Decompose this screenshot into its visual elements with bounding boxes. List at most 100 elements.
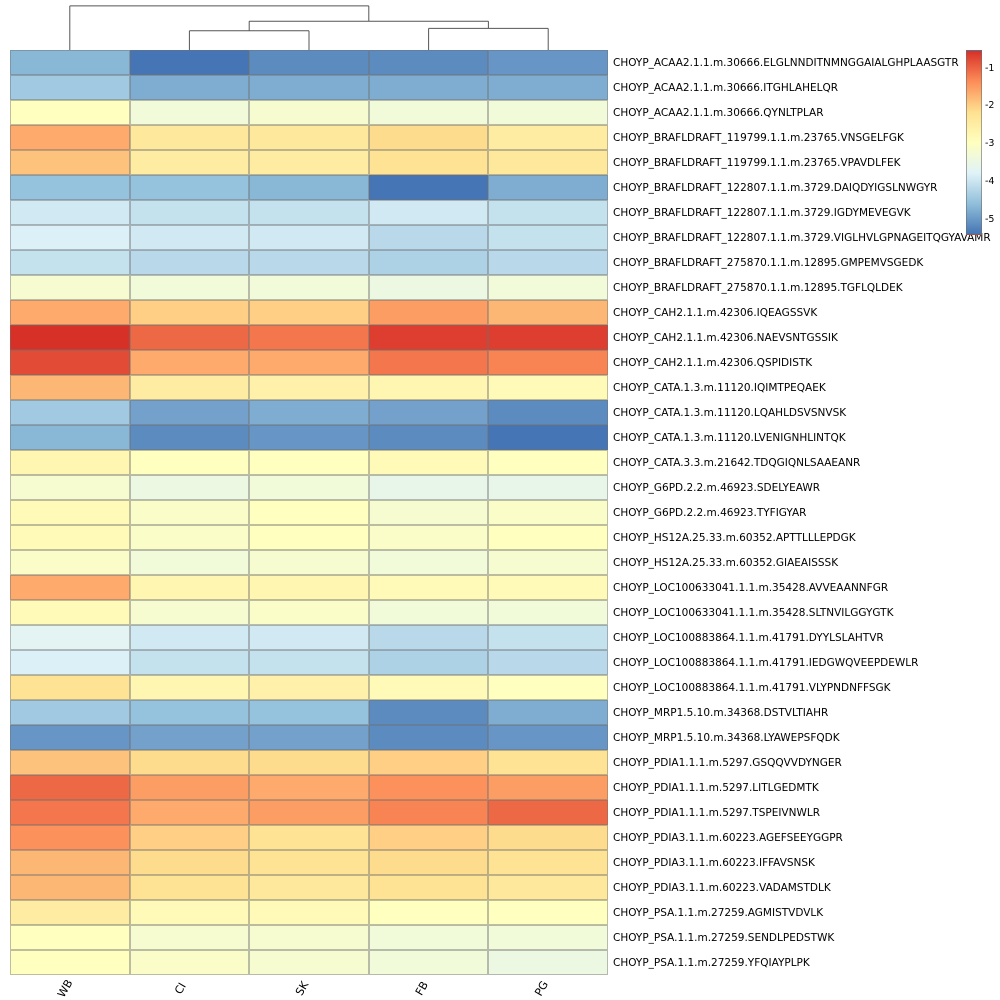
heatmap-cell	[10, 875, 130, 900]
row-label: CHOYP_G6PD.2.2.m.46923.TYFIGYAR	[613, 506, 807, 519]
heatmap-cell	[488, 850, 608, 875]
heatmap-cell	[10, 350, 130, 375]
heatmap-cell	[10, 550, 130, 575]
heatmap-cell	[488, 725, 608, 750]
heatmap-cell	[129, 50, 250, 75]
row-label: CHOYP_BRAFLDRAFT_119799.1.1.m.23765.VPAV…	[613, 156, 901, 169]
heatmap-cell	[249, 400, 369, 425]
heatmap-cell	[129, 775, 250, 800]
heatmap-cell	[368, 450, 489, 475]
heatmap-cell	[249, 675, 369, 700]
heatmap-cell	[10, 725, 130, 750]
heatmap-cell	[368, 225, 489, 250]
heatmap-cell	[368, 550, 489, 575]
heatmap-cell	[488, 600, 608, 625]
heatmap-cell	[129, 525, 250, 550]
heatmap-cell	[368, 800, 489, 825]
heatmap-cell	[249, 875, 369, 900]
heatmap-cell	[10, 700, 130, 725]
heatmap-cell	[368, 575, 489, 600]
heatmap-cell	[10, 500, 130, 525]
heatmap-cell	[249, 350, 369, 375]
heatmap-cell	[129, 200, 250, 225]
heatmap-cell	[10, 75, 130, 100]
heatmap-cell	[129, 900, 250, 925]
heatmap-cell	[129, 575, 250, 600]
heatmap-grid	[10, 50, 608, 975]
heatmap-cell	[368, 825, 489, 850]
row-labels: CHOYP_ACAA2.1.1.m.30666.ELGLNNDITNMNGGAI…	[613, 50, 999, 975]
heatmap-cell	[488, 925, 608, 950]
heatmap-cell	[249, 125, 369, 150]
heatmap-cell	[488, 675, 608, 700]
heatmap-cell	[249, 250, 369, 275]
heatmap-cell	[368, 250, 489, 275]
row-label: CHOYP_BRAFLDRAFT_119799.1.1.m.23765.VNSG…	[613, 131, 904, 144]
heatmap-cell	[129, 375, 250, 400]
heatmap-cell	[368, 875, 489, 900]
heatmap-cell	[10, 475, 130, 500]
heatmap-cell	[249, 475, 369, 500]
row-label: CHOYP_MRP1.5.10.m.34368.DSTVLTIAHR	[613, 706, 829, 719]
heatmap-cell	[368, 150, 489, 175]
heatmap-cell	[488, 75, 608, 100]
heatmap-cell	[129, 600, 250, 625]
heatmap-cell	[249, 650, 369, 675]
heatmap-cell	[249, 925, 369, 950]
row-label: CHOYP_LOC100883864.1.1.m.41791.IEDGWQVEE…	[613, 656, 919, 669]
heatmap-cell	[488, 225, 608, 250]
heatmap-cell	[368, 50, 489, 75]
heatmap-cell	[129, 625, 250, 650]
heatmap-cell	[10, 775, 130, 800]
heatmap-cell	[249, 75, 369, 100]
row-label: CHOYP_PDIA1.1.1.m.5297.GSQQVVDYNGER	[613, 756, 842, 769]
heatmap-cell	[249, 275, 369, 300]
heatmap-cell	[10, 450, 130, 475]
heatmap-cell	[129, 325, 250, 350]
heatmap-cell	[249, 950, 369, 975]
heatmap-cell	[368, 525, 489, 550]
heatmap-cell	[10, 925, 130, 950]
heatmap-cell	[10, 950, 130, 975]
row-label: CHOYP_CAH2.1.1.m.42306.IQEAGSSVK	[613, 306, 818, 319]
heatmap-cell	[368, 125, 489, 150]
heatmap-cell	[368, 850, 489, 875]
heatmap-cell	[129, 400, 250, 425]
heatmap-cell	[129, 850, 250, 875]
heatmap-cell	[249, 200, 369, 225]
heatmap-cell	[249, 900, 369, 925]
heatmap-cell	[249, 525, 369, 550]
row-label: CHOYP_LOC100883864.1.1.m.41791.DYYLSLAHT…	[613, 631, 884, 644]
colorbar-tick-label: -5	[985, 214, 995, 226]
heatmap-cell	[10, 150, 130, 175]
row-label: CHOYP_BRAFLDRAFT_122807.1.1.m.3729.IGDYM…	[613, 206, 911, 219]
heatmap-cell	[129, 250, 250, 275]
heatmap-cell	[368, 700, 489, 725]
heatmap-cell	[488, 650, 608, 675]
heatmap-cell	[488, 200, 608, 225]
heatmap-cell	[368, 300, 489, 325]
heatmap-cell	[488, 350, 608, 375]
column-labels: WB CI SK FB PG	[10, 977, 608, 1000]
heatmap-cell	[10, 125, 130, 150]
row-label: CHOYP_PDIA1.1.1.m.5297.LITLGEDMTK	[613, 781, 819, 794]
heatmap-cell	[249, 575, 369, 600]
heatmap-cell	[10, 175, 130, 200]
heatmap-cell	[249, 700, 369, 725]
heatmap-cell	[10, 850, 130, 875]
heatmap-cell	[368, 400, 489, 425]
heatmap-cell	[368, 600, 489, 625]
heatmap-cell	[368, 175, 489, 200]
heatmap-cell	[249, 750, 369, 775]
colorbar-tick-label: -2	[985, 100, 995, 112]
row-label: CHOYP_CAH2.1.1.m.42306.NAEVSNTGSSIK	[613, 331, 838, 344]
heatmap-cell	[368, 950, 489, 975]
row-label: CHOYP_PDIA3.1.1.m.60223.AGEFSEEYGGPR	[613, 831, 843, 844]
heatmap-cell	[129, 500, 250, 525]
heatmap-cell	[488, 625, 608, 650]
heatmap-cell	[249, 300, 369, 325]
heatmap-cell	[488, 950, 608, 975]
heatmap-cell	[249, 550, 369, 575]
column-label: SK	[292, 979, 312, 998]
heatmap-cell	[368, 375, 489, 400]
